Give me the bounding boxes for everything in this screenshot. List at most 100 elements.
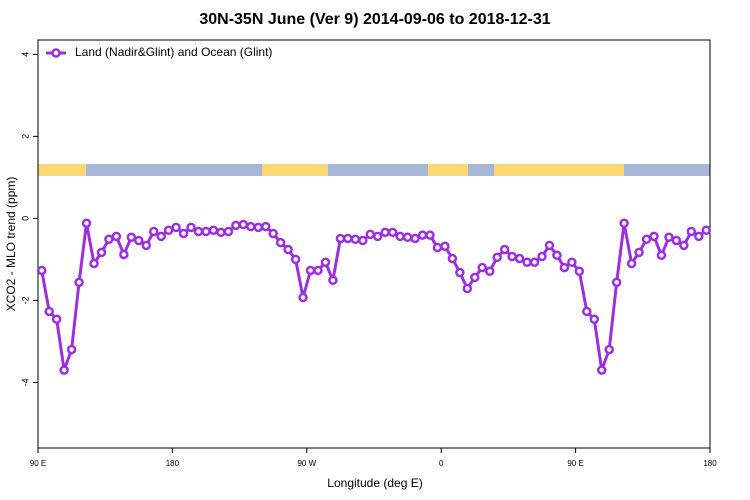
point [462,283,473,294]
point [596,365,607,375]
point [320,257,331,267]
point [328,275,338,286]
point [522,257,532,267]
point [201,226,211,237]
point [380,227,390,238]
point [305,265,316,276]
point [604,344,614,355]
point [268,228,278,239]
point [51,314,62,324]
point [589,314,600,324]
y-tick-label: -2 [20,296,30,304]
point [186,222,196,233]
point [574,266,585,277]
point [499,244,510,255]
point [358,235,368,246]
point [656,250,667,261]
y-tick-label: 4 [20,52,30,57]
land-band [428,164,468,176]
point [260,221,271,232]
point [440,241,450,252]
point [74,277,84,288]
point [298,292,308,303]
point [387,227,398,238]
point [59,365,69,375]
point [679,240,689,251]
x-tick-label: 90 E [567,459,583,468]
point [664,232,674,242]
point [89,258,99,269]
point [208,225,219,236]
land-band [38,164,86,176]
land-ocean-band [38,164,710,176]
x-tick-label: 90 W [297,459,316,468]
point [193,226,204,237]
x-tick-label: 90 E [30,459,46,468]
y-axis-label: XCO2 - MLO trend (ppm) [4,177,18,312]
point [626,258,637,269]
point [81,218,92,229]
point [290,254,301,265]
point [156,231,166,242]
point [432,242,443,253]
x-tick-label: 180 [166,459,180,468]
point [686,226,697,237]
point [582,306,592,317]
point [253,222,264,233]
chart-title: 30N-35N June (Ver 9) 2014-09-06 to 2018-… [199,11,550,28]
point [283,244,293,255]
point [537,251,547,262]
point [343,233,353,244]
x-tick-label: 0 [439,459,444,468]
point [641,234,652,245]
point [701,225,712,236]
point [619,218,629,229]
point [365,229,376,240]
point [134,235,144,246]
x-tick-label: 180 [703,459,717,468]
point [507,251,517,262]
y-tick-label: 0 [20,216,30,221]
point [694,231,704,242]
point [111,231,122,242]
point [477,262,488,273]
point [238,219,249,230]
point [671,235,682,246]
point [559,262,570,273]
point [275,237,286,248]
legend-label: Land (Nadir&Glint) and Ocean (Glint) [75,45,272,59]
point [529,257,540,267]
y-tick-label: 2 [20,134,30,139]
point [447,253,458,264]
point [410,233,420,244]
point [119,249,129,260]
point [335,233,346,244]
point [402,232,413,242]
point [163,225,174,236]
point [634,247,644,258]
point [372,231,383,242]
point [514,253,525,264]
land-band [262,164,328,176]
point [216,227,226,238]
point [649,231,659,242]
point [231,220,241,231]
legend-marker [51,48,61,58]
point [178,228,189,239]
point [455,267,465,278]
point [36,265,47,276]
point [567,257,577,267]
y-tick-label: -4 [20,378,30,386]
plot-frame [37,39,711,449]
x-axis-label: Longitude (deg E) [327,476,422,490]
point [350,234,361,245]
point [66,344,77,355]
point [141,240,152,251]
point [611,277,622,288]
point [96,247,107,258]
point [470,272,480,283]
point [171,222,181,233]
point [552,250,562,261]
point [223,226,234,237]
